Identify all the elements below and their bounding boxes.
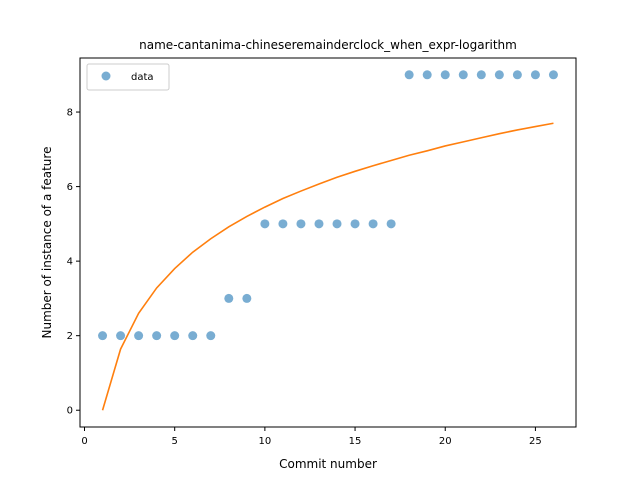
data-point (440, 70, 450, 80)
x-axis-ticks: 0 5 10 15 20 25 (81, 427, 542, 447)
data-point (224, 293, 234, 303)
data-point (152, 331, 162, 341)
data-point (170, 331, 180, 341)
data-point (242, 293, 252, 303)
y-tick-label: 6 (67, 182, 73, 193)
data-point (98, 331, 108, 341)
data-point (422, 70, 432, 80)
data-point (278, 219, 288, 229)
plot-area (98, 70, 558, 411)
x-axis-label: Commit number (279, 457, 377, 471)
y-tick-label: 4 (67, 257, 73, 268)
data-point (548, 70, 558, 80)
x-tick-label: 5 (172, 436, 178, 447)
x-tick-label: 10 (259, 436, 272, 447)
fit-line (101, 122, 554, 411)
y-tick-label: 0 (67, 406, 73, 417)
chart-title: name-cantanima-chineseremainderclock_whe… (139, 38, 517, 52)
legend-marker-data (101, 71, 111, 81)
data-point (116, 331, 126, 341)
y-tick-label: 8 (67, 108, 73, 119)
x-tick-label: 0 (81, 436, 87, 447)
data-point (368, 219, 378, 229)
data-point (134, 331, 144, 341)
data-point (206, 331, 216, 341)
data-point (260, 219, 270, 229)
data-point (530, 70, 540, 80)
data-point (332, 219, 342, 229)
y-tick-label: 2 (67, 331, 73, 342)
data-point (476, 70, 486, 80)
x-tick-label: 25 (529, 436, 542, 447)
data-point (404, 70, 414, 80)
data-point (188, 331, 198, 341)
legend-box (86, 63, 170, 91)
data-point (296, 219, 306, 229)
x-tick-label: 15 (349, 436, 362, 447)
data-point (512, 70, 522, 80)
legend: data (86, 63, 170, 91)
y-axis-label: Number of instance of a feature (40, 147, 54, 339)
data-point (494, 70, 504, 80)
y-axis-ticks: 0 2 4 6 8 (67, 108, 80, 417)
data-point (458, 70, 468, 80)
data-point (350, 219, 360, 229)
x-tick-label: 20 (439, 436, 452, 447)
legend-label-data: data (131, 72, 154, 83)
data-point (314, 219, 324, 229)
axes-frame (79, 57, 577, 428)
data-point (386, 219, 396, 229)
